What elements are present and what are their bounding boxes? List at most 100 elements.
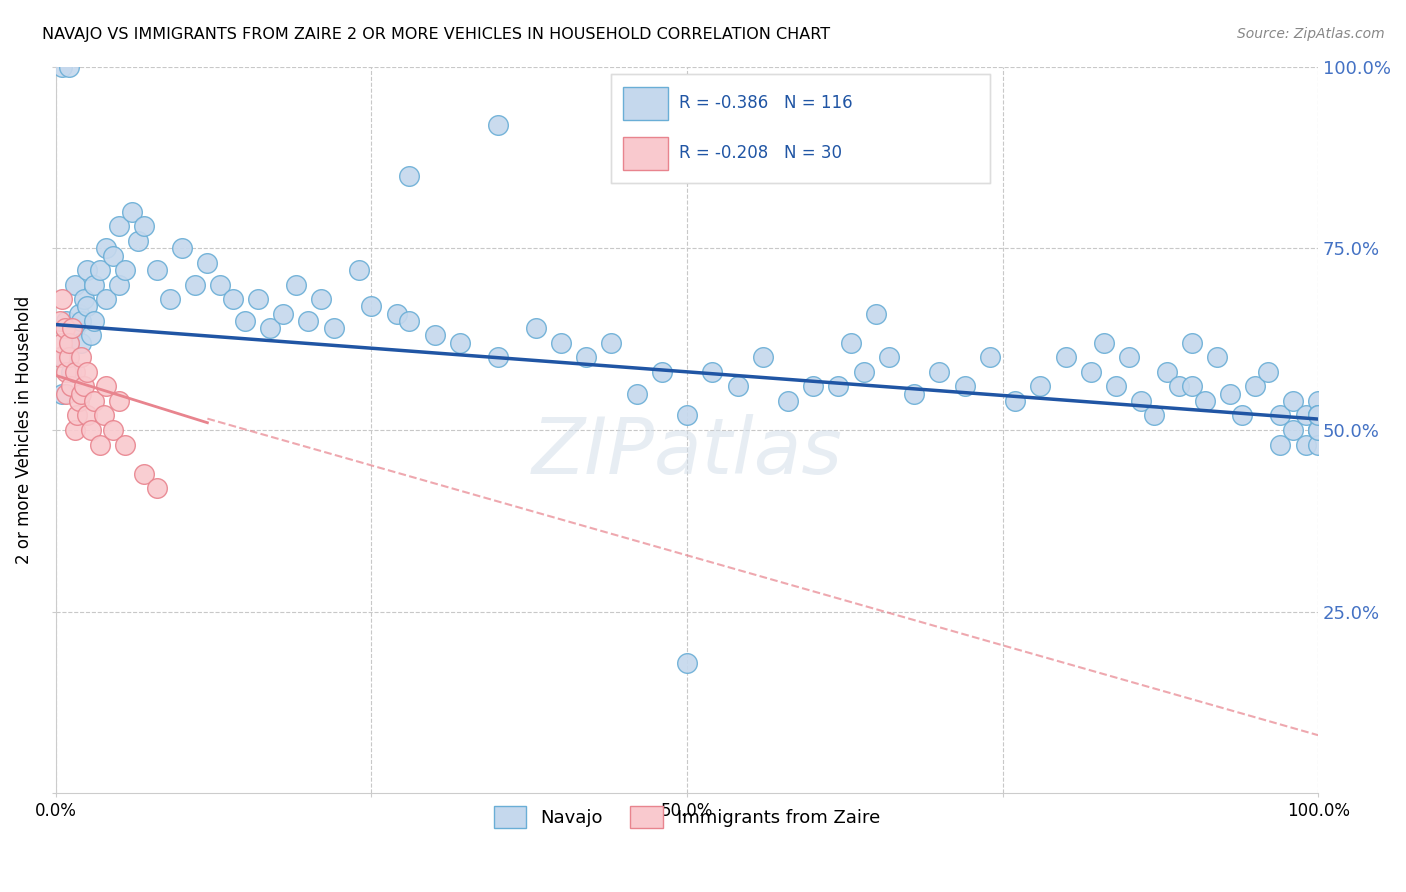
Point (121, 205, 143, 219)
Text: ZIPatlas: ZIPatlas (531, 414, 842, 490)
Point (1270, 437, 1292, 451)
Point (1054, 351, 1077, 365)
Point (134, 467, 156, 481)
Point (385, 307, 408, 321)
Point (83, 277, 105, 292)
Point (51, 335, 73, 350)
Point (55, 365, 77, 379)
Point (1143, 409, 1166, 423)
Point (423, 328, 446, 343)
Point (58, 351, 80, 365)
Point (83, 314, 105, 328)
Point (1080, 365, 1102, 379)
Point (550, 335, 572, 350)
Point (839, 335, 862, 350)
Point (1282, 393, 1305, 408)
Point (114, 263, 136, 277)
Point (852, 365, 875, 379)
Point (1257, 365, 1279, 379)
Point (259, 321, 281, 335)
Point (727, 379, 749, 393)
Point (1308, 423, 1330, 437)
Point (1270, 409, 1292, 423)
Point (127, 234, 149, 248)
Point (1004, 393, 1026, 408)
Point (159, 292, 181, 306)
Point (1295, 437, 1317, 451)
Point (1105, 379, 1128, 393)
Point (58, 60, 80, 74)
Point (76, 300, 98, 314)
Point (55, 386, 77, 401)
Point (55, 314, 77, 328)
Point (60, 379, 83, 393)
Point (73, 379, 96, 393)
Point (1308, 393, 1330, 408)
Point (979, 351, 1001, 365)
Point (1168, 379, 1191, 393)
Point (1206, 351, 1229, 365)
Point (58, 335, 80, 350)
Point (1118, 351, 1140, 365)
Point (172, 241, 194, 255)
Point (1194, 393, 1216, 408)
Point (51, 386, 73, 401)
Text: Source: ZipAtlas.com: Source: ZipAtlas.com (1237, 27, 1385, 41)
Point (70, 351, 93, 365)
Point (486, 351, 509, 365)
Point (48, 314, 70, 328)
Point (101, 423, 124, 437)
Point (1308, 423, 1330, 437)
Point (70, 335, 93, 350)
Point (626, 386, 648, 401)
Point (676, 409, 699, 423)
Point (73, 292, 96, 306)
Point (208, 277, 231, 292)
Point (1181, 379, 1204, 393)
Point (108, 393, 131, 408)
Point (58, 335, 80, 350)
Point (83, 393, 105, 408)
Point (776, 393, 799, 408)
Point (1308, 437, 1330, 451)
Point (108, 219, 131, 234)
Point (1130, 393, 1153, 408)
Point (48, 351, 70, 365)
Point (63, 321, 86, 335)
Point (865, 307, 887, 321)
Point (76, 263, 98, 277)
Point (51, 351, 73, 365)
Point (63, 277, 86, 292)
Point (360, 300, 382, 314)
Point (53, 321, 76, 335)
Point (486, 118, 509, 132)
Point (1295, 409, 1317, 423)
Point (96, 379, 118, 393)
Point (76, 365, 98, 379)
Point (575, 351, 598, 365)
Point (93, 409, 115, 423)
Point (903, 386, 925, 401)
Point (146, 481, 169, 495)
Point (76, 409, 98, 423)
Point (67, 307, 90, 321)
Point (80, 328, 103, 343)
Point (322, 321, 344, 335)
Point (1308, 423, 1330, 437)
Point (801, 379, 824, 393)
Point (271, 307, 294, 321)
Point (146, 263, 169, 277)
Legend: Navajo, Immigrants from Zaire: Navajo, Immigrants from Zaire (486, 798, 887, 835)
Point (676, 656, 699, 670)
Point (449, 335, 471, 350)
Point (1308, 409, 1330, 423)
Point (1232, 409, 1254, 423)
Point (1244, 379, 1267, 393)
Point (63, 423, 86, 437)
Point (1156, 365, 1178, 379)
Point (114, 437, 136, 451)
Point (1181, 335, 1204, 350)
Point (398, 314, 420, 328)
Point (51, 60, 73, 74)
Point (80, 423, 103, 437)
